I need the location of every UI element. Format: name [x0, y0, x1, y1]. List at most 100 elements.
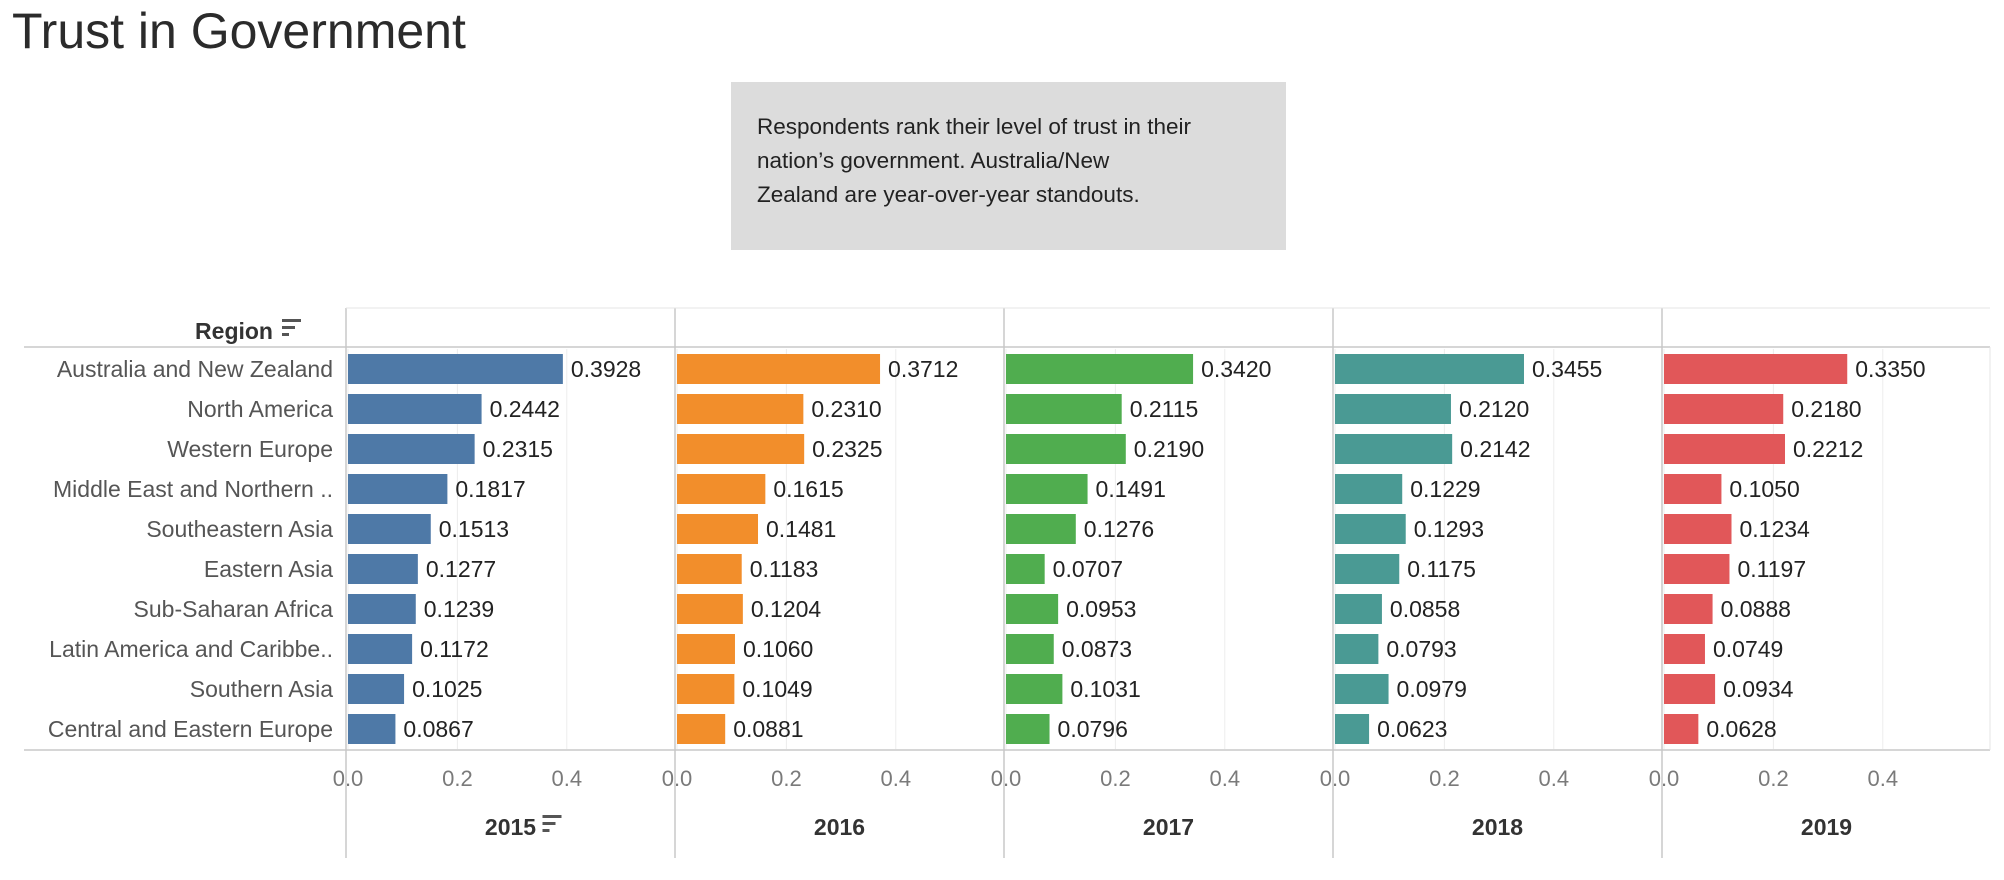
value-label: 0.1481	[766, 516, 836, 542]
bar[interactable]	[1006, 514, 1076, 544]
x-tick-label: 0.0	[1320, 766, 1351, 791]
column-header-2019[interactable]: 2019	[1801, 814, 1852, 840]
bar[interactable]	[1664, 434, 1785, 464]
value-label: 0.2120	[1459, 396, 1529, 422]
value-label: 0.2212	[1793, 436, 1863, 462]
x-tick-label: 0.2	[1100, 766, 1131, 791]
value-label: 0.0934	[1723, 676, 1794, 702]
value-label: 0.0953	[1066, 596, 1136, 622]
bar[interactable]	[1006, 394, 1122, 424]
bar[interactable]	[677, 714, 726, 744]
region-label: Southern Asia	[190, 676, 333, 702]
region-label: Western Europe	[167, 436, 333, 462]
region-label: Middle East and Northern ..	[53, 476, 333, 502]
value-label: 0.0707	[1053, 556, 1123, 582]
bar[interactable]	[1335, 674, 1389, 704]
value-label: 0.0867	[403, 716, 473, 742]
bar[interactable]	[1664, 594, 1713, 624]
column-header-2018[interactable]: 2018	[1472, 814, 1523, 840]
value-label: 0.1183	[750, 556, 819, 582]
value-label: 0.1172	[420, 636, 489, 662]
bar[interactable]	[677, 354, 881, 384]
sort-icon[interactable]	[542, 815, 562, 832]
bar[interactable]	[1006, 714, 1050, 744]
bar[interactable]	[348, 394, 482, 424]
value-label: 0.0628	[1706, 716, 1776, 742]
bar[interactable]	[1335, 634, 1379, 664]
bar[interactable]	[1664, 554, 1730, 584]
bar[interactable]	[1006, 474, 1088, 504]
bar[interactable]	[348, 714, 396, 744]
bar[interactable]	[677, 554, 742, 584]
value-label: 0.1197	[1737, 556, 1806, 582]
bar[interactable]	[1664, 474, 1722, 504]
value-label: 0.2180	[1791, 396, 1861, 422]
value-label: 0.1239	[424, 596, 494, 622]
bar[interactable]	[1335, 394, 1451, 424]
region-label: Latin America and Caribbe..	[49, 636, 333, 662]
column-header-2016[interactable]: 2016	[814, 814, 865, 840]
value-label: 0.3350	[1855, 356, 1925, 382]
sort-icon[interactable]	[282, 319, 301, 336]
value-label: 0.1025	[412, 676, 482, 702]
x-tick-label: 0.2	[1429, 766, 1460, 791]
region-label: Eastern Asia	[204, 556, 333, 582]
bar[interactable]	[348, 434, 475, 464]
x-tick-label: 0.0	[662, 766, 693, 791]
bar[interactable]	[1335, 514, 1406, 544]
bar[interactable]	[1006, 354, 1194, 384]
x-tick-label: 0.4	[1868, 766, 1899, 791]
bar[interactable]	[1335, 354, 1524, 384]
bar[interactable]	[348, 474, 448, 504]
region-label: North America	[187, 396, 333, 422]
bar[interactable]	[1335, 434, 1453, 464]
bar[interactable]	[1664, 674, 1716, 704]
bar[interactable]	[1664, 354, 1848, 384]
bar[interactable]	[1335, 714, 1370, 744]
bar[interactable]	[1006, 554, 1045, 584]
bar[interactable]	[348, 594, 416, 624]
bar[interactable]	[348, 674, 405, 704]
value-label: 0.1050	[1729, 476, 1799, 502]
value-label: 0.1234	[1739, 516, 1810, 542]
bar[interactable]	[348, 554, 418, 584]
value-label: 0.0873	[1062, 636, 1132, 662]
bar[interactable]	[677, 394, 804, 424]
value-label: 0.1491	[1096, 476, 1166, 502]
value-label: 0.3455	[1532, 356, 1602, 382]
column-header-2015[interactable]: 2015	[485, 814, 536, 840]
bar[interactable]	[677, 634, 735, 664]
bar[interactable]	[1006, 634, 1054, 664]
region-label: Central and Eastern Europe	[48, 716, 333, 742]
bar[interactable]	[348, 634, 413, 664]
bar[interactable]	[677, 674, 735, 704]
value-label: 0.1817	[455, 476, 525, 502]
bar[interactable]	[1335, 554, 1400, 584]
bar[interactable]	[1664, 514, 1732, 544]
bar[interactable]	[677, 514, 759, 544]
bar[interactable]	[1006, 674, 1063, 704]
bar[interactable]	[677, 474, 766, 504]
bar[interactable]	[1335, 594, 1382, 624]
bar[interactable]	[1006, 434, 1126, 464]
value-label: 0.1229	[1410, 476, 1480, 502]
value-label: 0.0881	[733, 716, 803, 742]
bar[interactable]	[1006, 594, 1059, 624]
value-label: 0.1277	[426, 556, 496, 582]
column-header-2017[interactable]: 2017	[1143, 814, 1194, 840]
bar[interactable]	[677, 434, 805, 464]
row-header-region[interactable]: Region	[195, 318, 273, 344]
bar[interactable]	[1664, 634, 1705, 664]
annotation-line: Zealand are year-over-year standouts.	[757, 182, 1140, 207]
bar[interactable]	[348, 514, 431, 544]
value-label: 0.1615	[773, 476, 843, 502]
bar[interactable]	[1664, 714, 1699, 744]
bar[interactable]	[1335, 474, 1403, 504]
x-tick-label: 0.2	[1758, 766, 1789, 791]
annotation-line: Respondents rank their level of trust in…	[757, 114, 1191, 139]
bar[interactable]	[348, 354, 563, 384]
bar[interactable]	[1664, 394, 1784, 424]
bar[interactable]	[677, 594, 743, 624]
x-tick-label: 0.4	[1539, 766, 1570, 791]
